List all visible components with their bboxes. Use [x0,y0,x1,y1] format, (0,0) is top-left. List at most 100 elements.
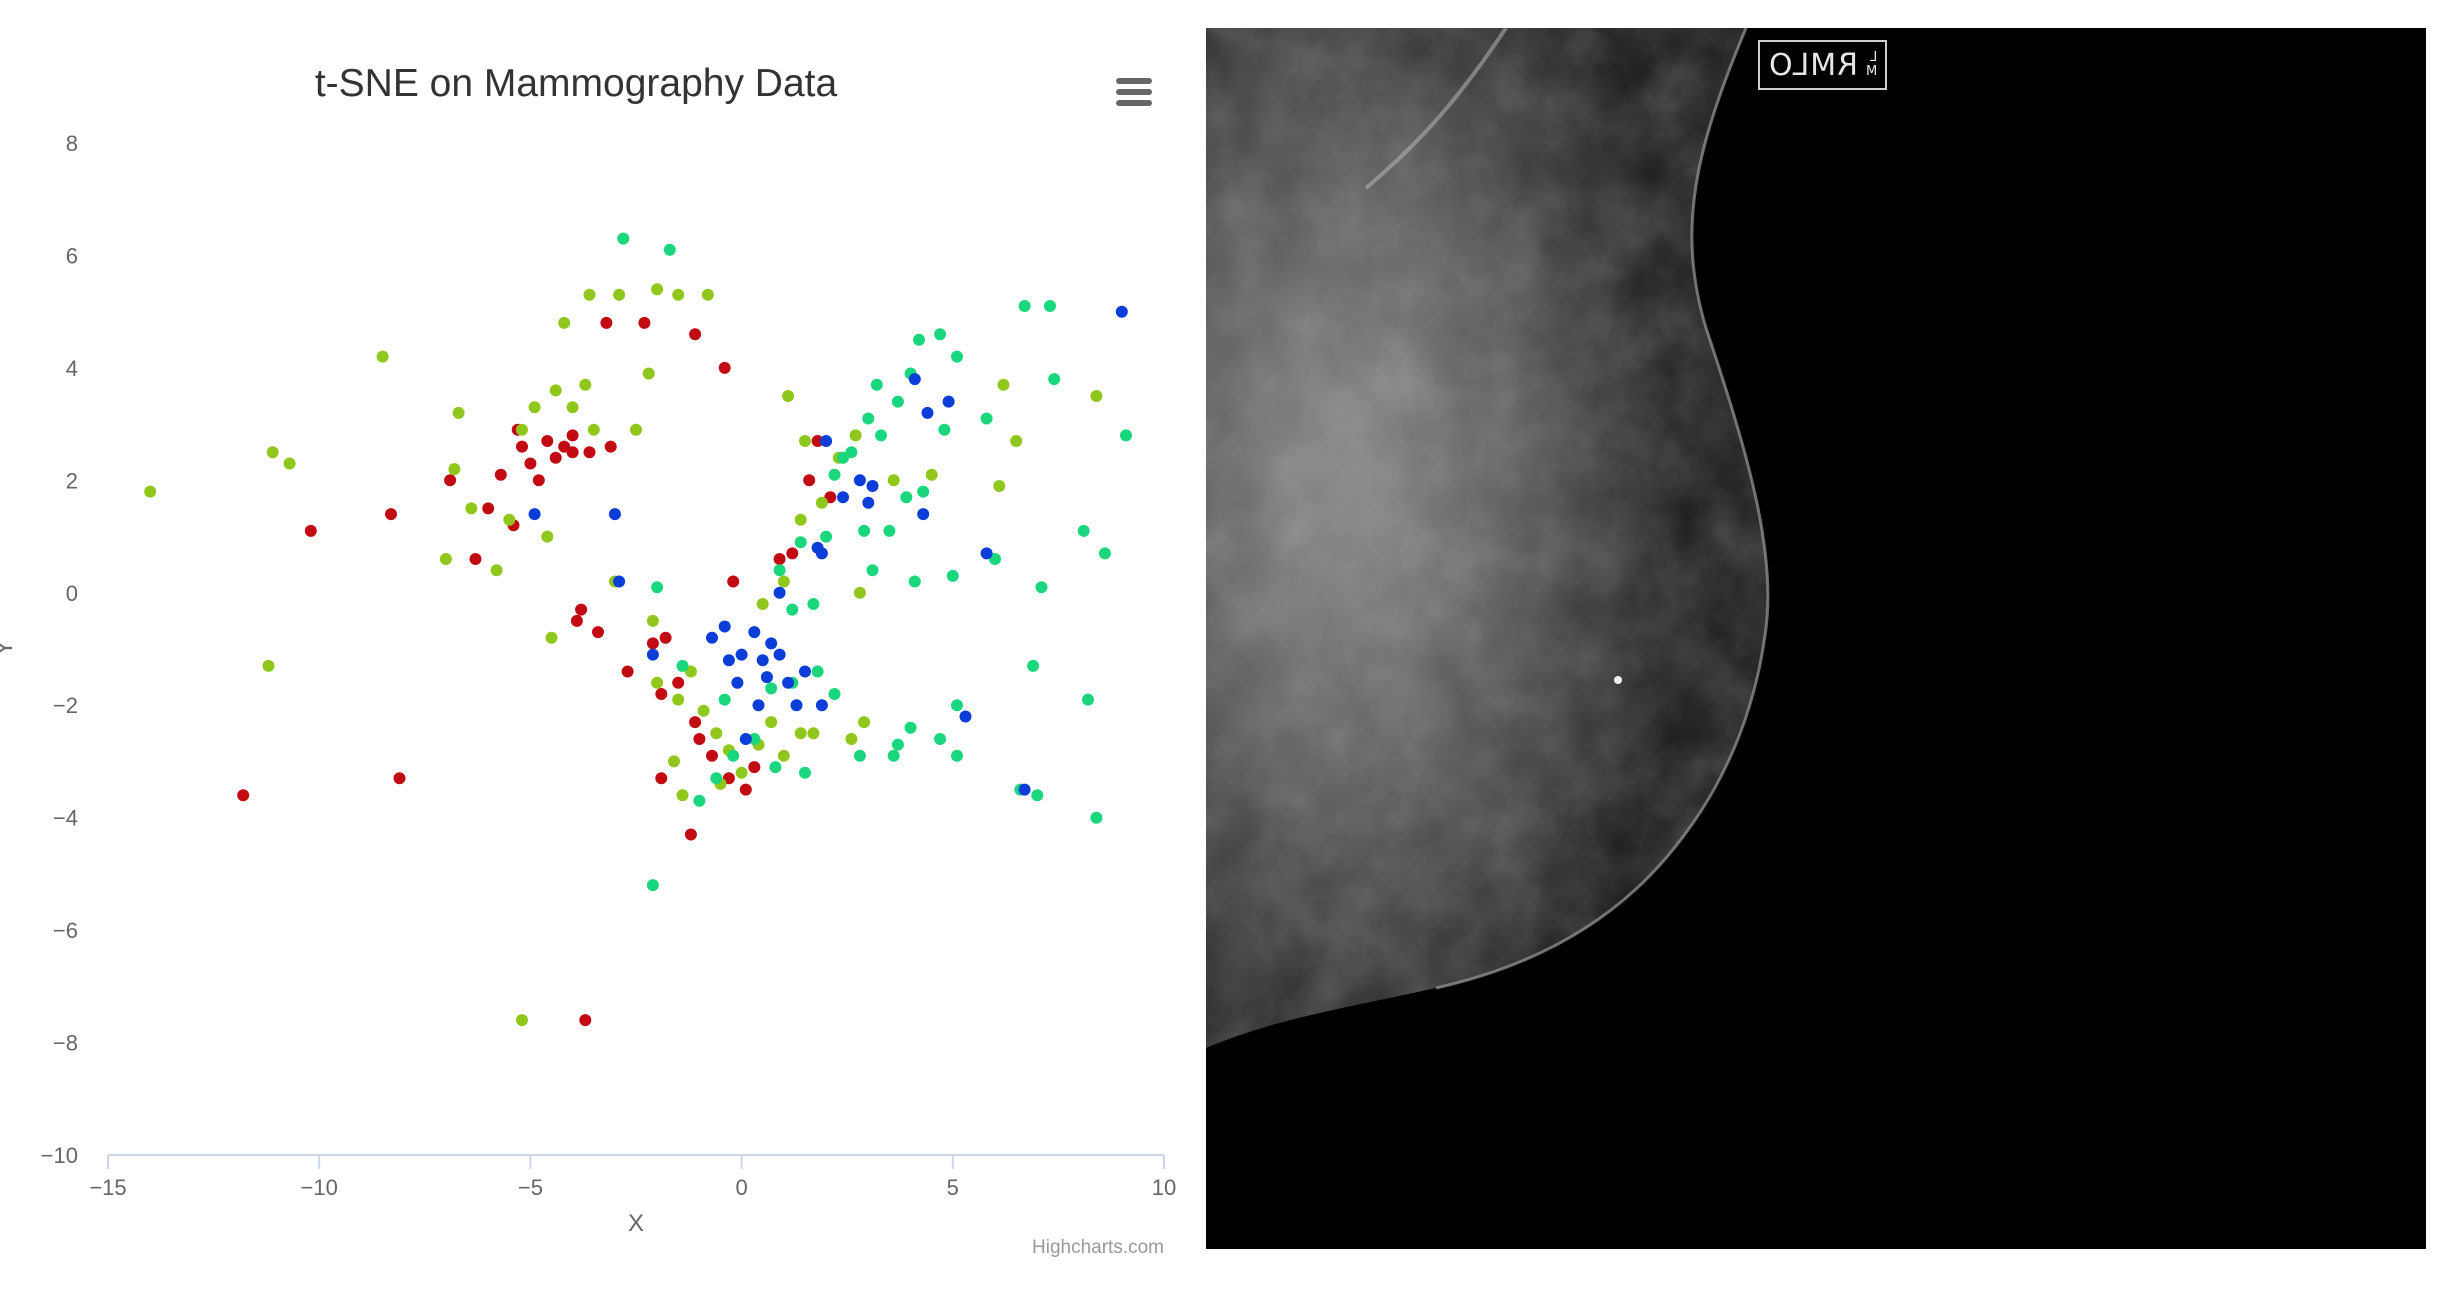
data-point[interactable] [1010,435,1023,447]
data-point[interactable] [917,508,930,521]
data-point[interactable] [828,468,841,481]
data-point[interactable] [887,474,900,487]
data-point[interactable] [735,648,748,661]
data-point[interactable] [439,553,452,565]
data-point[interactable] [934,328,947,341]
data-point[interactable] [655,772,668,785]
data-point[interactable] [811,435,824,447]
data-point[interactable] [794,727,807,740]
data-point[interactable] [853,586,866,599]
data-point[interactable] [1082,693,1094,706]
data-point[interactable] [921,406,934,419]
data-point[interactable] [870,378,883,391]
data-point[interactable] [638,316,651,329]
data-point[interactable] [862,496,875,509]
data-point[interactable] [672,693,685,706]
data-point[interactable] [549,451,562,464]
data-point[interactable] [887,749,900,762]
data-point[interactable] [1115,305,1128,318]
data-point[interactable] [917,485,930,498]
data-point[interactable] [452,406,465,419]
data-point[interactable] [701,288,714,301]
data-point[interactable] [980,547,993,560]
data-point[interactable] [773,564,786,577]
data-point[interactable] [524,457,537,470]
data-point[interactable] [710,727,723,740]
data-point[interactable] [651,581,664,594]
data-point[interactable] [304,524,317,537]
data-point[interactable] [465,502,478,515]
data-point[interactable] [655,688,668,700]
data-point[interactable] [799,766,811,779]
data-point[interactable] [376,350,389,363]
data-point[interactable] [532,474,545,487]
data-point[interactable] [583,288,596,301]
data-point[interactable] [283,457,296,470]
data-point[interactable] [773,648,786,661]
data-point[interactable] [262,659,275,672]
data-point[interactable] [566,429,579,442]
data-point[interactable] [706,631,718,644]
data-point[interactable] [925,468,938,481]
data-point[interactable] [549,384,562,397]
plot-area[interactable] [144,232,1132,1027]
data-point[interactable] [752,699,765,712]
data-point[interactable] [908,575,921,588]
data-point[interactable] [710,772,723,785]
data-point[interactable] [516,440,528,453]
data-point[interactable] [697,704,710,717]
data-point[interactable] [558,316,571,329]
data-point[interactable] [739,783,752,796]
data-point[interactable] [1048,373,1061,386]
data-point[interactable] [934,733,947,745]
data-point[interactable] [1018,783,1031,796]
data-point[interactable] [541,435,554,447]
data-point[interactable] [718,620,731,633]
data-point[interactable] [469,553,482,565]
data-point[interactable] [1031,789,1044,802]
data-point[interactable] [748,733,761,745]
data-point[interactable] [613,288,626,301]
data-point[interactable] [875,429,887,442]
data-point[interactable] [1120,429,1132,442]
data-point[interactable] [811,665,824,678]
data-point[interactable] [794,513,807,526]
data-point[interactable] [575,603,588,616]
data-point[interactable] [393,772,406,785]
data-point[interactable] [913,333,925,346]
data-point[interactable] [782,676,795,689]
data-point[interactable] [646,879,659,892]
data-point[interactable] [803,474,816,487]
data-point[interactable] [600,316,613,329]
data-point[interactable] [621,665,634,678]
data-point[interactable] [617,232,630,245]
data-point[interactable] [799,665,811,678]
data-point[interactable] [144,485,157,498]
data-point[interactable] [862,412,875,425]
data-point[interactable] [1044,300,1056,312]
data-point[interactable] [807,598,820,610]
data-point[interactable] [672,676,685,689]
data-point[interactable] [482,502,495,515]
data-point[interactable] [651,283,664,296]
data-point[interactable] [777,749,790,762]
data-point[interactable] [266,446,279,459]
data-point[interactable] [815,496,828,509]
data-point[interactable] [663,243,676,256]
data-point[interactable] [815,547,828,560]
data-point[interactable] [853,474,866,487]
data-point[interactable] [672,288,685,301]
data-point[interactable] [760,671,773,684]
data-point[interactable] [904,721,917,734]
data-point[interactable] [1077,524,1090,537]
data-point[interactable] [773,586,786,599]
data-point[interactable] [689,716,702,729]
data-point[interactable] [727,749,740,762]
data-point[interactable] [777,575,790,588]
data-point[interactable] [651,676,664,689]
data-point[interactable] [579,378,592,391]
data-point[interactable] [883,524,896,537]
data-point[interactable] [837,491,849,504]
data-point[interactable] [630,423,642,436]
data-point[interactable] [566,401,579,414]
